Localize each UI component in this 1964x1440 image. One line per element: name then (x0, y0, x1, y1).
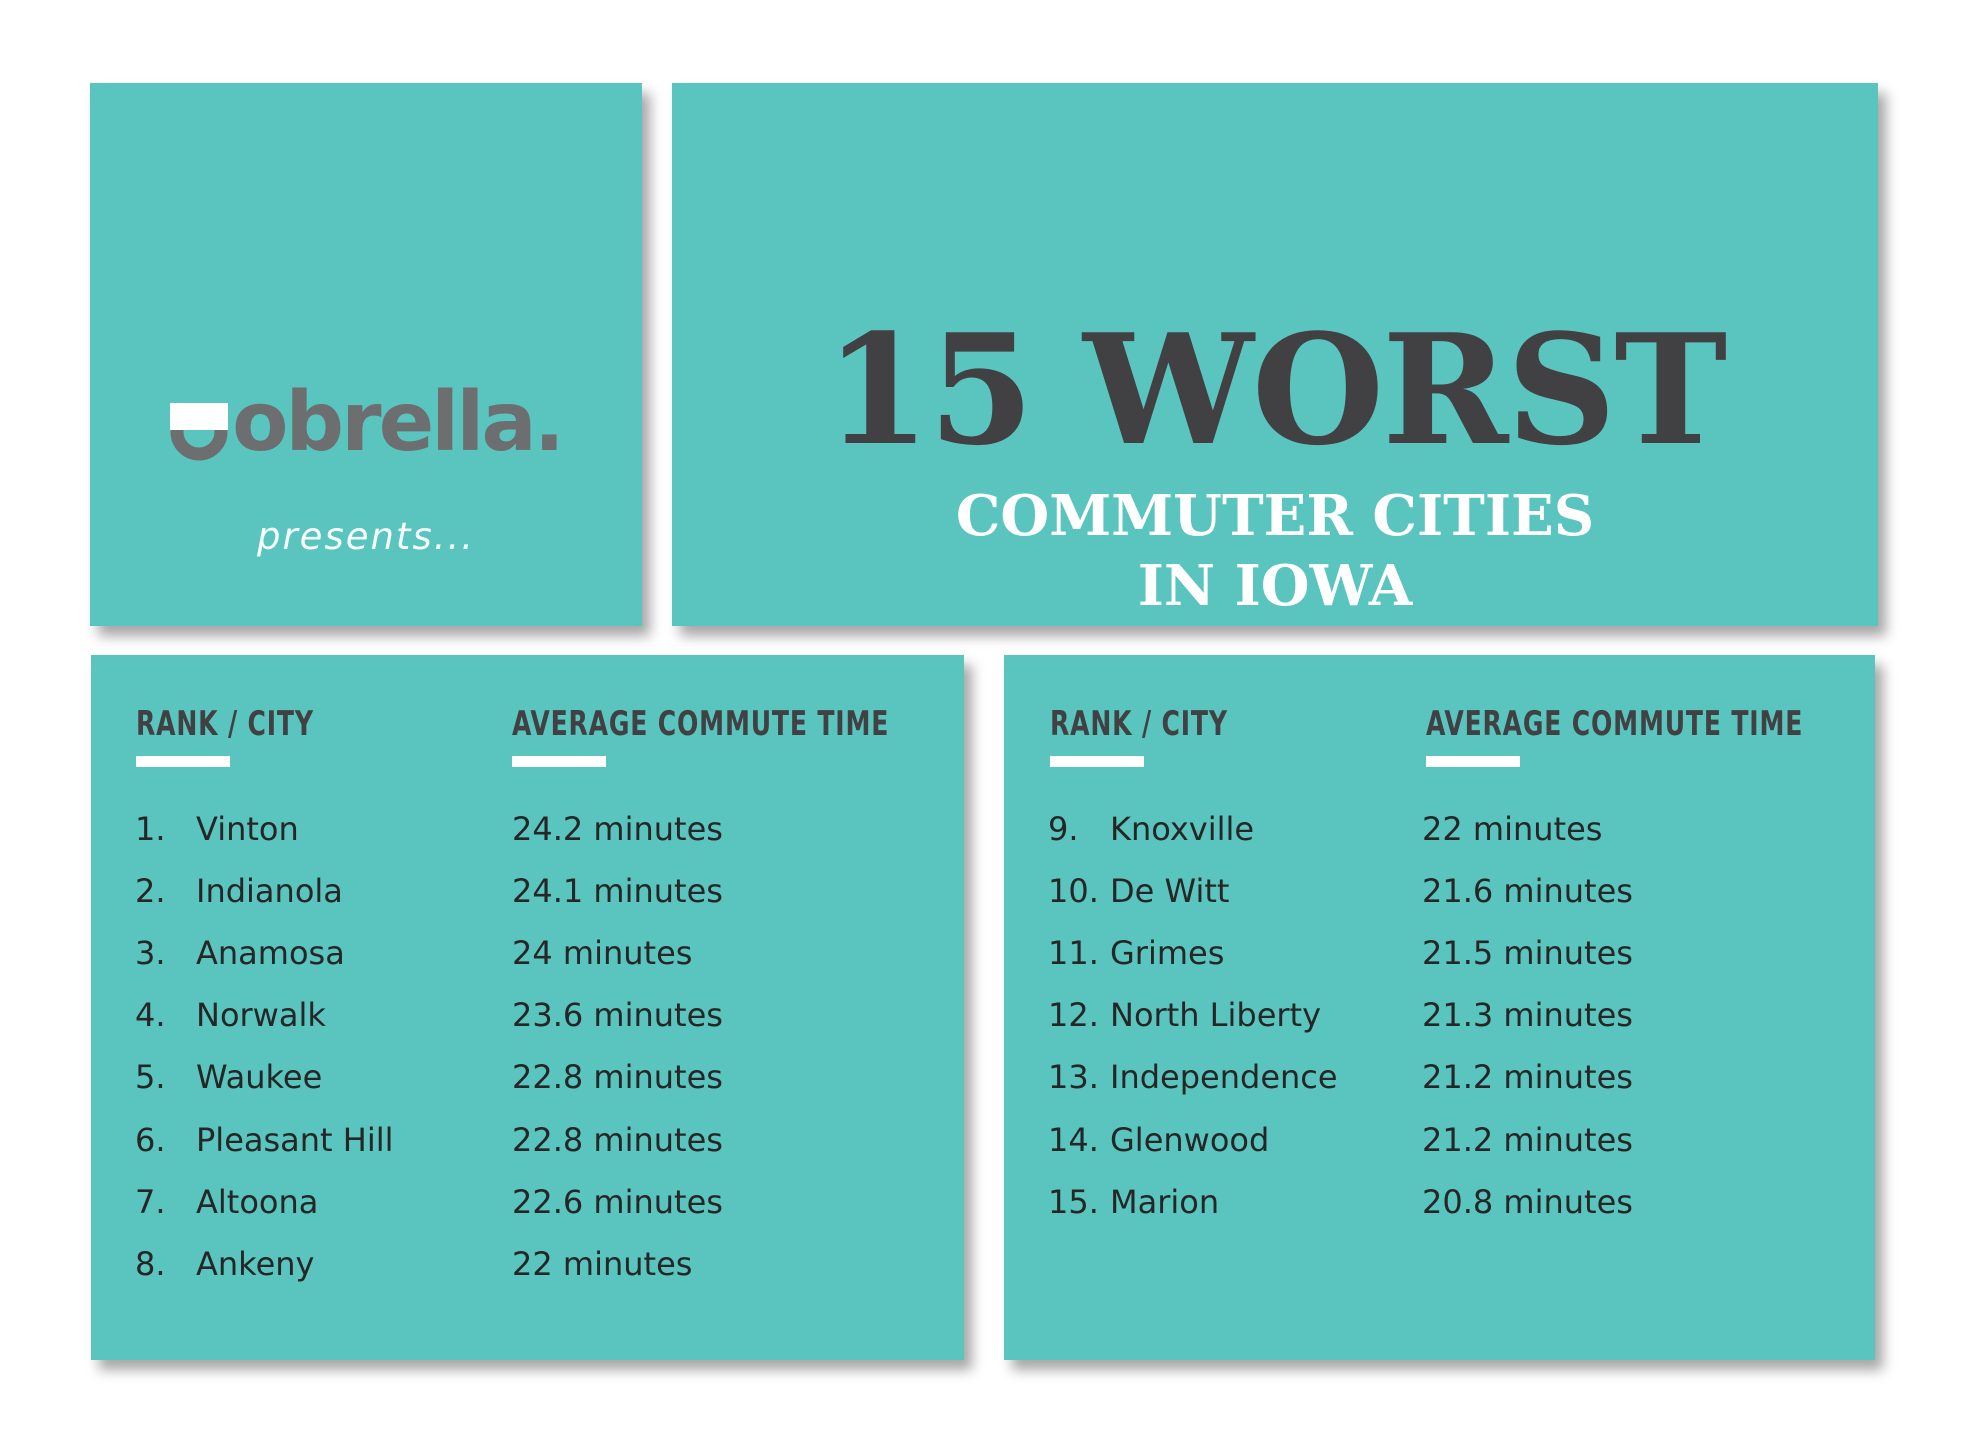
table-row: 9. Knoxville 22 minutes (1004, 804, 1875, 854)
header-rank-city: RANK / CITY (1050, 704, 1228, 744)
header-underline (1426, 756, 1520, 767)
commute-time: 21.2 minutes (1422, 1121, 1633, 1159)
presents-tagline: presents... (256, 515, 476, 558)
city-name: Vinton (196, 810, 299, 848)
header-underline (512, 756, 606, 767)
rank-number: 7. (135, 1183, 166, 1221)
rank-number: 8. (135, 1245, 166, 1283)
city-name: Glenwood (1110, 1121, 1270, 1159)
subtitle-line-1: COMMUTER CITIES (955, 483, 1595, 549)
umbrella-o-icon (170, 403, 229, 461)
rank-number: 1. (135, 810, 166, 848)
ranking-table-right: RANK / CITY AVERAGE COMMUTE TIME 9. Knox… (1004, 655, 1875, 1360)
table-row: 2. Indianola 24.1 minutes (91, 866, 964, 916)
table-row: 4. Norwalk 23.6 minutes (91, 990, 964, 1040)
city-name: Ankeny (196, 1245, 315, 1283)
city-name: North Liberty (1110, 996, 1322, 1034)
commute-time: 21.3 minutes (1422, 996, 1633, 1034)
commute-time: 23.6 minutes (512, 996, 723, 1034)
city-name: Indianola (196, 872, 343, 910)
logo-card: obrella. presents... (90, 83, 642, 626)
rank-number: 3. (135, 934, 166, 972)
rank-number: 5. (135, 1058, 166, 1096)
header-rank-city: RANK / CITY (136, 704, 314, 744)
city-name: Norwalk (196, 996, 326, 1034)
table-row: 11. Grimes 21.5 minutes (1004, 928, 1875, 978)
commute-time: 21.2 minutes (1422, 1058, 1633, 1096)
table-row: 3. Anamosa 24 minutes (91, 928, 964, 978)
header-average-commute: AVERAGE COMMUTE TIME (512, 704, 890, 744)
table-row: 12. North Liberty 21.3 minutes (1004, 990, 1875, 1040)
header-underline (136, 756, 230, 767)
city-name: Independence (1110, 1058, 1338, 1096)
table-row: 6. Pleasant Hill 22.8 minutes (91, 1115, 964, 1165)
title-card: 15 WORST COMMUTER CITIES IN IOWA (672, 83, 1878, 626)
rank-number: 4. (135, 996, 166, 1034)
commute-time: 21.6 minutes (1422, 872, 1633, 910)
commute-time: 21.5 minutes (1422, 934, 1633, 972)
city-name: Knoxville (1110, 810, 1255, 848)
commute-time: 22.8 minutes (512, 1058, 723, 1096)
rank-number: 14. (1048, 1121, 1099, 1159)
logo-dot: . (533, 375, 565, 470)
table-row: 8. Ankeny 22 minutes (91, 1239, 964, 1289)
rank-number: 10. (1048, 872, 1099, 910)
table-row: 5. Waukee 22.8 minutes (91, 1052, 964, 1102)
rank-number: 2. (135, 872, 166, 910)
city-name: De Witt (1110, 872, 1230, 910)
commute-time: 22.6 minutes (512, 1183, 723, 1221)
rank-number: 6. (135, 1121, 166, 1159)
table-row: 13. Independence 21.2 minutes (1004, 1052, 1875, 1102)
city-name: Marion (1110, 1183, 1220, 1221)
subtitle-line-2: IN IOWA (1137, 553, 1413, 619)
city-name: Altoona (196, 1183, 319, 1221)
city-name: Pleasant Hill (196, 1121, 394, 1159)
rank-number: 9. (1048, 810, 1079, 848)
city-name: Grimes (1110, 934, 1225, 972)
table-row: 10. De Witt 21.6 minutes (1004, 866, 1875, 916)
rank-number: 15. (1048, 1183, 1099, 1221)
obrella-logo: obrella. (90, 375, 642, 470)
table-row: 14. Glenwood 21.2 minutes (1004, 1115, 1875, 1165)
main-title: 15 WORST (824, 300, 1728, 479)
rank-number: 12. (1048, 996, 1099, 1034)
ranking-table-left: RANK / CITY AVERAGE COMMUTE TIME 1. Vint… (91, 655, 964, 1360)
table-row: 1. Vinton 24.2 minutes (91, 804, 964, 854)
city-name: Anamosa (196, 934, 345, 972)
commute-time: 20.8 minutes (1422, 1183, 1633, 1221)
header-underline (1050, 756, 1144, 767)
rank-number: 11. (1048, 934, 1099, 972)
commute-time: 24.2 minutes (512, 810, 723, 848)
commute-time: 24 minutes (512, 934, 693, 972)
commute-time: 22.8 minutes (512, 1121, 723, 1159)
commute-time: 24.1 minutes (512, 872, 723, 910)
commute-time: 22 minutes (1422, 810, 1603, 848)
table-row: 15. Marion 20.8 minutes (1004, 1177, 1875, 1227)
logo-wordmark: obrella (232, 375, 537, 470)
rank-number: 13. (1048, 1058, 1099, 1096)
table-row: 7. Altoona 22.6 minutes (91, 1177, 964, 1227)
commute-time: 22 minutes (512, 1245, 693, 1283)
city-name: Waukee (196, 1058, 323, 1096)
header-average-commute: AVERAGE COMMUTE TIME (1426, 704, 1804, 744)
